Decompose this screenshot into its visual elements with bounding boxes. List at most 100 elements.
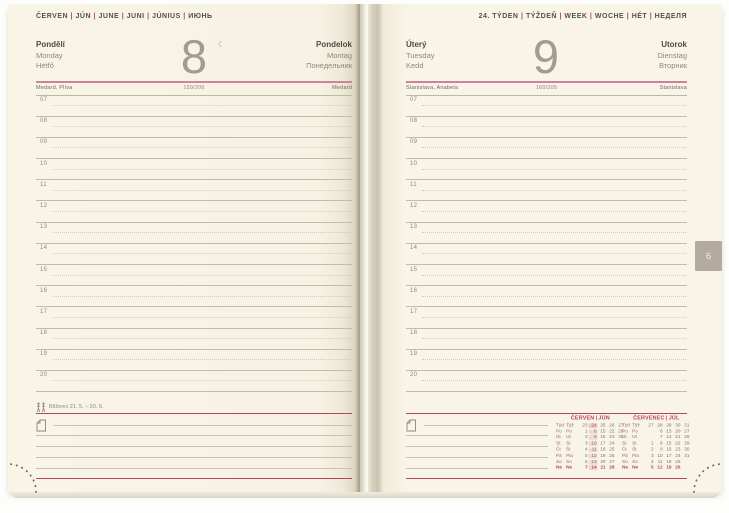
calendar-cell: 7	[659, 434, 663, 440]
hour-label: 17	[40, 308, 48, 315]
hour-writing-line	[52, 189, 351, 191]
calendar-cell: 25	[675, 459, 681, 464]
hour-label: 13	[410, 224, 418, 231]
nameday-czech: Medard, Plíva	[36, 84, 73, 91]
day-of-year: 160/205	[535, 84, 558, 91]
calendar-cell: 11	[657, 459, 663, 464]
calendar-cell: 14	[666, 434, 672, 440]
calendar-cell: St	[632, 441, 637, 446]
hour-label: 18	[40, 330, 48, 337]
calendar-cell: 29	[666, 422, 672, 428]
calendar-cell: 26	[675, 465, 681, 471]
note-line	[406, 435, 548, 437]
calendar-cell: 6	[659, 428, 663, 434]
hour-label: 07	[410, 97, 418, 103]
day-of-year: 159/206	[183, 84, 205, 91]
calendar-cell: 8	[659, 441, 663, 446]
header-item: WEEK	[564, 13, 588, 20]
calendar-cell: 3	[650, 453, 654, 458]
calendar-cell: 9	[659, 447, 663, 452]
calendar-cell: Týž	[632, 422, 640, 428]
note-line	[36, 435, 352, 437]
day-name-hungarian: Kedd	[406, 61, 424, 70]
note-line	[36, 456, 352, 458]
calendar-cell: 15	[666, 441, 672, 446]
calendar-cell: 29	[618, 428, 624, 434]
hour-row: 15	[406, 265, 687, 287]
calendar-cell: So	[622, 459, 628, 464]
calendar-cell: 18	[600, 447, 606, 452]
hour-writing-line	[52, 274, 351, 276]
hour-writing-line	[52, 168, 351, 170]
hour-row: 17	[406, 307, 687, 329]
hour-label: 14	[410, 245, 418, 252]
separator: |	[649, 13, 653, 20]
hour-row: 10	[406, 159, 687, 181]
calendar-cell: 20	[600, 459, 606, 464]
note-line	[406, 446, 548, 448]
hour-writing-line	[52, 232, 351, 234]
hour-row: 14	[36, 244, 352, 265]
calendar-cell: 9	[588, 434, 598, 440]
page-left: ČERVEN | JÚN | JUNE | JUNI | JÚNIUS | ИЮНЬ Pondělí…	[8, 4, 360, 492]
calendar-cell: 31	[684, 422, 690, 428]
hour-row: 19	[406, 350, 687, 371]
calendar-cell: 4	[650, 459, 654, 464]
day-name-hungarian: Hétfő	[36, 61, 54, 70]
header-item: НЕДЕЛЯ	[654, 13, 687, 20]
calendar-cell: 17	[600, 441, 606, 446]
calendar-cell: 24	[675, 453, 681, 458]
calendar-cell: 30	[618, 434, 624, 440]
hour-writing-line	[52, 126, 351, 128]
hour-writing-line	[422, 380, 686, 382]
calendar-cell: 20	[675, 428, 681, 434]
calendar-cell: Ne	[566, 465, 573, 471]
hour-writing-line	[52, 253, 351, 255]
page-right	[368, 4, 722, 492]
day-number: 9	[532, 30, 560, 83]
day-names-left-column: Úterý Tuesday Kedd	[406, 40, 435, 72]
calendar-cell: Po	[556, 428, 562, 434]
mini-calendar-grid: Týd Týž 23 24 25 26 27 Po Po 1 8 15 22 29 Út Ut 2 9 16 23 30…	[556, 422, 625, 471]
calendar-cell: Št	[566, 447, 571, 452]
calendar-cell: 5	[650, 465, 654, 471]
header-item: HÉT	[631, 13, 648, 20]
nameday-row: Stanislava, Anabela 160/205 Stanislava	[406, 85, 687, 95]
header-item: JÚN	[75, 13, 92, 20]
hour-writing-line	[422, 147, 686, 149]
calendar-cell: 23	[609, 434, 615, 440]
hour-row: 14	[406, 244, 687, 265]
day-name-slovak: Utorok	[661, 40, 687, 49]
calendar-cell: Týž	[566, 422, 574, 428]
hour-writing-line	[52, 210, 351, 212]
calendar-cell: 11	[588, 447, 598, 452]
hour-writing-line	[422, 210, 686, 212]
perforation-corner-left	[7, 463, 37, 493]
hour-row: 11	[36, 180, 352, 202]
hour-label: 20	[410, 372, 418, 379]
hour-row: 20	[36, 371, 352, 393]
hour-row: 15	[36, 265, 352, 287]
day-name-russian: Понедельник	[306, 61, 352, 70]
zodiac-rule	[36, 413, 352, 415]
calendar-cell: 24	[609, 441, 615, 446]
gemini-icon	[36, 402, 46, 412]
calendar-cell: Týd	[556, 422, 564, 428]
hour-row: 13	[406, 223, 687, 244]
separator: |	[121, 13, 125, 20]
hour-writing-line	[422, 189, 686, 191]
hour-row: 12	[406, 201, 687, 223]
moon-phase-icon: ☾	[218, 40, 226, 49]
separator: |	[626, 13, 630, 20]
calendar-cell: 25	[609, 447, 615, 452]
hour-writing-line	[52, 316, 351, 318]
calendar-cell: Ut	[632, 434, 637, 440]
separator: |	[559, 13, 562, 20]
calendar-cell: 26	[609, 422, 615, 428]
header-item: ČERVENEC	[633, 415, 665, 421]
hour-writing-line	[52, 338, 351, 340]
hour-row: 17	[36, 307, 352, 329]
header-item: ČERVEN	[570, 415, 595, 421]
hour-writing-line	[422, 338, 686, 340]
note-icon	[406, 419, 416, 432]
